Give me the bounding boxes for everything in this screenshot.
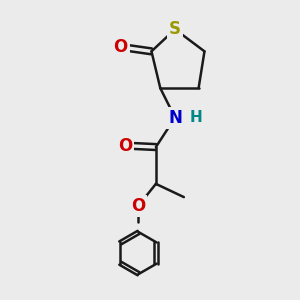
Text: O: O [131,197,145,215]
Text: O: O [113,38,128,56]
Text: N: N [168,109,182,127]
Text: O: O [118,136,132,154]
Text: S: S [169,20,181,38]
Text: H: H [189,110,202,125]
